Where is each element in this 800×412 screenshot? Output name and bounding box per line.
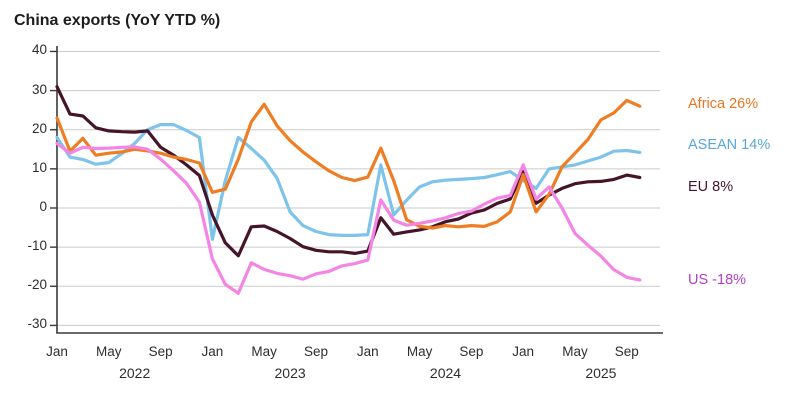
y-axis-tick-label: 30 (31, 81, 47, 97)
x-axis-tick-label: Sep (148, 344, 173, 359)
legend-item-africa: Africa 26% (688, 96, 759, 112)
series-line-africa (55, 98, 642, 230)
y-axis-tick-label: 10 (31, 159, 47, 175)
x-axis-tick-label: May (562, 344, 588, 359)
x-axis-tick-label: Jan (512, 344, 535, 359)
series-line-asean (55, 122, 642, 241)
x-axis-tick-label: Jan (46, 344, 68, 359)
y-axis-tick-label: 20 (31, 120, 47, 136)
legend-item-us: US -18% (688, 272, 747, 288)
x-axis-year-label: 2023 (274, 365, 306, 381)
x-axis-tick-label: Jan (201, 344, 224, 359)
x-axis-tick-label: May (251, 344, 277, 359)
y-axis-tick-label: -10 (27, 238, 47, 254)
x-axis-year-label: 2025 (585, 365, 617, 381)
x-axis-year-label: 2022 (119, 365, 151, 381)
y-axis-tick-label: 40 (31, 42, 47, 58)
y-axis-tick-label: -20 (27, 277, 47, 293)
y-axis-tick-label: 0 (39, 199, 47, 214)
legend-item-eu: EU 8% (688, 179, 734, 195)
x-axis-tick-label: May (406, 344, 433, 359)
series-line-us (55, 141, 642, 295)
chart-title: China exports (YoY YTD %) (14, 12, 221, 29)
x-axis-tick-label: Sep (303, 344, 329, 359)
x-axis-tick-label: Sep (614, 344, 639, 359)
legend-item-asean: ASEAN 14% (688, 137, 771, 153)
x-axis-tick-label: May (96, 344, 122, 359)
x-axis-tick-label: Sep (459, 344, 484, 359)
y-axis-tick-label: -30 (27, 316, 47, 332)
x-axis-tick-label: Jan (356, 344, 379, 359)
series-line-eu (55, 85, 642, 258)
x-axis-year-label: 2024 (429, 365, 462, 381)
